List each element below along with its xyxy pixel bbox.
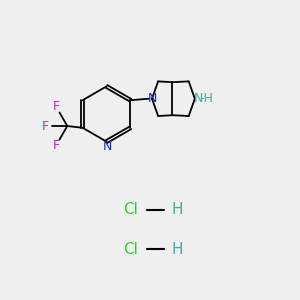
Text: H: H <box>171 242 182 256</box>
Text: N: N <box>147 92 157 105</box>
Text: N: N <box>194 92 203 105</box>
Text: -H: -H <box>199 92 213 105</box>
Text: F: F <box>52 139 60 152</box>
Text: F: F <box>41 119 49 133</box>
Text: Cl: Cl <box>123 202 138 217</box>
Text: H: H <box>171 202 182 217</box>
Text: Cl: Cl <box>123 242 138 256</box>
Text: F: F <box>52 100 60 113</box>
Text: N: N <box>103 140 112 153</box>
